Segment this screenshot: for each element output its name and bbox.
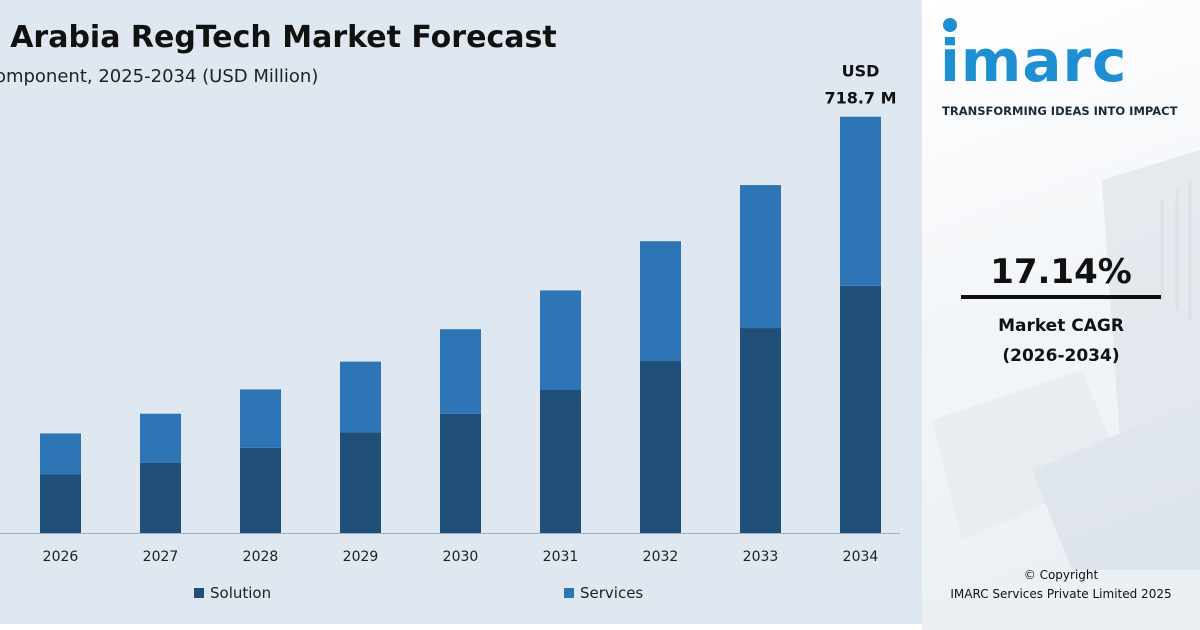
bar-services-2032	[640, 241, 681, 362]
legend-swatch-solution	[194, 588, 204, 598]
bar-services-2027	[140, 413, 181, 463]
x-tick-label-2033: 2033	[743, 549, 779, 565]
copyright-notice: © Copyright IMARC Services Private Limit…	[922, 566, 1200, 604]
legend-swatch-services	[564, 588, 574, 598]
cagr-divider	[961, 295, 1161, 299]
bar-solution-2028	[240, 447, 281, 533]
logo-wordmark: imarc	[940, 27, 1128, 95]
cagr-period: (2026-2034)	[1002, 346, 1120, 366]
total-annotation-line-2: 718.7 M	[824, 89, 896, 108]
imarc-logo: imarc	[940, 14, 1190, 104]
x-tick-label-2031: 2031	[543, 549, 579, 565]
x-tick-label-2029: 2029	[343, 549, 379, 565]
bar-solution-2029	[340, 432, 381, 533]
bar-services-2033	[740, 185, 781, 329]
logo-dot-icon	[943, 18, 957, 32]
background-chart-graphic	[932, 150, 1200, 570]
copyright-line-2: IMARC Services Private Limited 2025	[950, 587, 1172, 601]
bar-services-2030	[440, 329, 481, 414]
legend-item-services: Services	[564, 584, 643, 602]
bar-services-2029	[340, 361, 381, 433]
chart-subtitle: y Component, 2025-2034 (USD Million)	[0, 66, 319, 87]
x-tick-label-2032: 2032	[643, 549, 679, 565]
x-tick-label-2030: 2030	[443, 549, 479, 565]
cagr-label: Market CAGR	[998, 316, 1124, 336]
total-annotation-line-1: USD	[842, 62, 880, 81]
logo-tagline: TRANSFORMING IDEAS INTO IMPACT	[942, 104, 1178, 118]
bar-solution-2031	[540, 390, 581, 533]
bar-solution-2030	[440, 413, 481, 533]
chart-panel: di Arabia RegTech Market Forecast y Comp…	[0, 0, 922, 624]
legend-label-solution: Solution	[210, 584, 272, 602]
bar-chart: 2026 2027 2028 2029 2030 2031 2032 2033 2034 USD 7…	[0, 62, 900, 565]
copyright-line-1: © Copyright	[1023, 568, 1099, 582]
x-tick-label-2034: 2034	[843, 549, 879, 565]
x-tick-label-2027: 2027	[143, 549, 179, 565]
legend-label-services: Services	[580, 584, 644, 602]
x-tick-label-2026: 2026	[43, 549, 79, 565]
legend-item-solution: Solution	[194, 584, 271, 602]
cagr-value: 17.14%	[990, 252, 1132, 292]
bar-solution-2027	[140, 462, 181, 533]
bar-services-2028	[240, 389, 281, 448]
bar-solution-2034	[840, 285, 881, 533]
bar-services-2026	[40, 433, 81, 475]
side-panel: imarc TRANSFORMING IDEAS INTO IMPACT 17.…	[922, 0, 1200, 630]
bar-services-2034	[840, 116, 881, 286]
bar-services-2031	[540, 290, 581, 390]
chart-title: di Arabia RegTech Market Forecast	[0, 20, 557, 55]
x-tick-label-2028: 2028	[243, 549, 279, 565]
bar-solution-2033	[740, 328, 781, 533]
bar-solution-2026	[40, 474, 81, 533]
bar-solution-2032	[640, 361, 681, 533]
